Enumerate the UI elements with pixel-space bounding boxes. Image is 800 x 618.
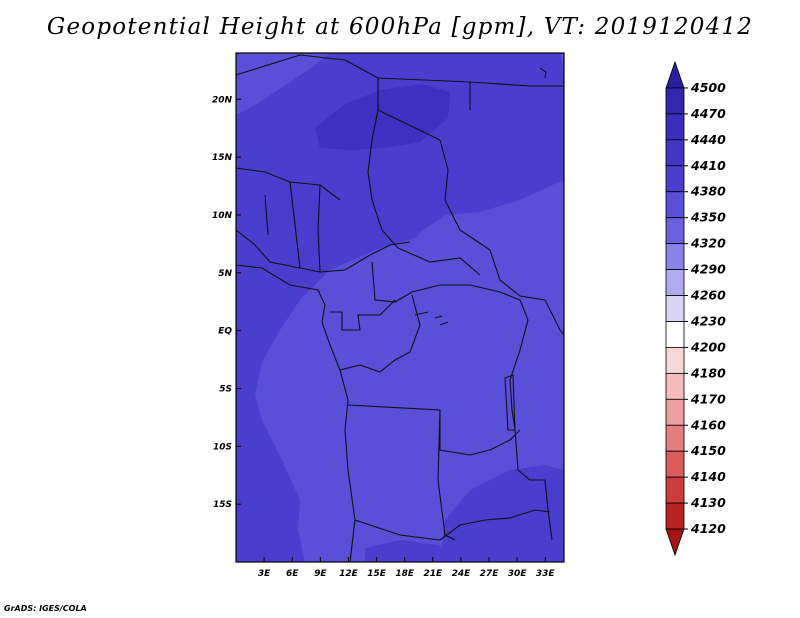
- x-tick-label: 3E: [258, 569, 271, 579]
- country-borders: [236, 54, 564, 562]
- x-tick-label: 15E: [367, 569, 387, 579]
- colorbar-swatch: [665, 476, 685, 504]
- x-tick-label: 30E: [508, 569, 528, 579]
- colorbar-label: 4230: [690, 313, 726, 328]
- x-tick-label: 27E: [480, 569, 500, 579]
- x-tick-label: 12E: [339, 569, 359, 579]
- colorbar-label: 4350: [690, 210, 726, 225]
- x-tick-label: 9E: [314, 569, 327, 579]
- colorbar-swatch: [665, 217, 685, 245]
- colorbar-label: 4470: [690, 106, 726, 121]
- colorbar-label: 4140: [690, 469, 726, 484]
- credit-label: GrADS: IGES/COLA: [4, 604, 87, 613]
- colorbar-label: 4170: [690, 391, 726, 406]
- colorbar-label: 4180: [690, 365, 726, 380]
- colorbar-swatch: [665, 347, 685, 374]
- colorbar-swatch: [665, 450, 685, 478]
- x-axis-ticks: 3E 6E 9E 12E 15E 18E 21E 24E 27E 30E 33E: [258, 557, 556, 579]
- y-tick-label: EQ: [218, 327, 232, 337]
- y-tick-label: 15N: [212, 153, 233, 163]
- x-tick-label: 18E: [395, 569, 415, 579]
- y-tick-label: 5N: [218, 269, 232, 279]
- colorbar-swatch: [665, 398, 685, 426]
- chart-title: Geopotential Height at 600hPa [gpm], VT:…: [46, 14, 754, 40]
- contour-fill-4440-core: [315, 84, 450, 150]
- colorbar-label: 4130: [690, 495, 726, 510]
- x-tick-label: 6E: [286, 569, 299, 579]
- colorbar-label: 4160: [690, 417, 726, 432]
- y-tick-label: 10S: [213, 442, 232, 452]
- y-tick-label: 15S: [213, 500, 232, 510]
- y-tick-label: 5S: [219, 384, 232, 394]
- colorbar-label: 4260: [690, 288, 726, 303]
- colorbar-label: 4120: [690, 521, 726, 536]
- colorbar-label: 4440: [690, 132, 726, 147]
- colorbar-swatch: [665, 372, 685, 400]
- contour-fill-4410-south: [365, 540, 445, 562]
- colorbar-swatch: [665, 139, 685, 167]
- x-tick-label: 33E: [536, 569, 556, 579]
- contour-fill-4410-southeast: [440, 465, 564, 562]
- colorbar-swatch: [665, 87, 685, 115]
- contour-fill-4380-northeast: [420, 180, 564, 250]
- colorbar-swatch: [665, 60, 685, 89]
- colorbar-label: 4380: [690, 184, 726, 199]
- colorbar-label: 4290: [690, 262, 726, 277]
- colorbar-label: 4200: [690, 339, 726, 354]
- colorbar-swatch: [665, 321, 685, 348]
- colorbar-swatch: [665, 502, 685, 530]
- contour-fill-4410-north: [236, 53, 564, 425]
- map-plot-area: [236, 53, 564, 562]
- contour-fill-4410-atlantic: [236, 360, 305, 562]
- colorbar-swatch: [665, 295, 685, 322]
- colorbar-swatch: [665, 113, 685, 141]
- x-tick-label: 21E: [423, 569, 443, 579]
- colorbar-swatch: [665, 424, 685, 452]
- colorbar: 4500 4470 4440 4410 4380 4350 4320 4290 4260 4230…: [665, 60, 726, 557]
- x-tick-label: 24E: [452, 569, 472, 579]
- y-axis-ticks: 20N 15N 10N 5N EQ 5S 10S 15S: [212, 95, 241, 510]
- y-tick-label: 10N: [212, 211, 233, 221]
- colorbar-swatch: [665, 191, 685, 219]
- colorbar-swatch: [665, 165, 685, 193]
- colorbar-label: 4410: [690, 158, 726, 173]
- colorbar-swatch: [665, 528, 685, 557]
- colorbar-swatch: [665, 269, 685, 296]
- plot-frame: [235, 52, 565, 563]
- colorbar-swatch: [665, 243, 685, 270]
- colorbar-label: 4150: [690, 443, 726, 458]
- contour-fill-4380-northwest: [236, 53, 330, 115]
- colorbar-label: 4320: [690, 236, 726, 251]
- colorbar-label: 4500: [690, 80, 726, 95]
- y-tick-label: 20N: [212, 95, 233, 105]
